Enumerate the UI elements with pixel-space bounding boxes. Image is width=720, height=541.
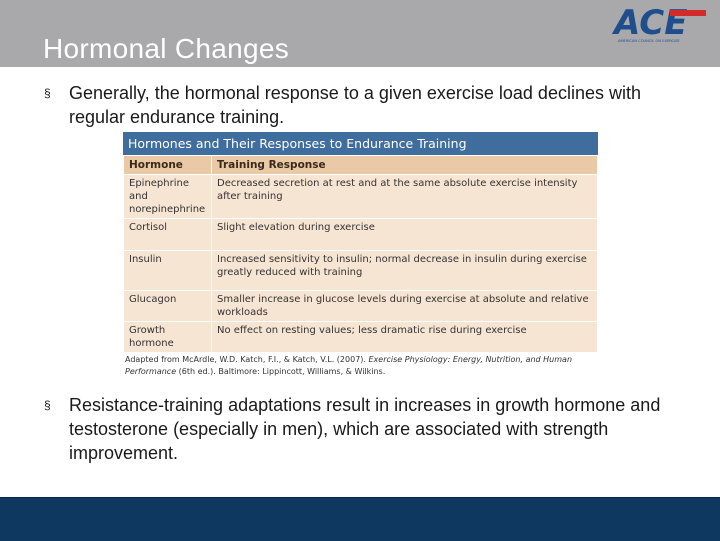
response-cell: No effect on resting values; less dramat… <box>211 321 598 353</box>
bullet-2: § Resistance-training adaptations result… <box>44 393 704 465</box>
hormone-cell: Insulin <box>123 250 212 291</box>
bullet-2-text: Resistance-training adaptations result i… <box>69 395 661 463</box>
table-caption: Adapted from McArdle, W.D. Katch, F.I., … <box>125 354 615 378</box>
bullet-marker: § <box>44 398 51 412</box>
hormone-cell: Growth hormone <box>123 321 212 353</box>
bullet-marker: § <box>44 86 51 100</box>
hormone-cell: Cortisol <box>123 218 212 251</box>
bullet-1-text: Generally, the hormonal response to a gi… <box>69 83 641 127</box>
logo-red-stripe <box>670 10 706 16</box>
response-cell: Slight elevation during exercise <box>211 218 598 251</box>
slide-header: Hormonal Changes ACE AMERICAN COUNCIL ON… <box>0 0 720 67</box>
table-row: Growth hormone No effect on resting valu… <box>123 321 598 353</box>
table-title: Hormones and Their Responses to Enduranc… <box>123 132 598 155</box>
caption-book-title: Exercise Physiology: Energy, Nutrition, … <box>125 355 573 376</box>
ace-logo: ACE AMERICAN COUNCIL ON EXERCISE <box>612 4 706 43</box>
table-header-row: Hormone Training Response <box>123 155 598 175</box>
table-row: Cortisol Slight elevation during exercis… <box>123 218 598 251</box>
hormone-cell: Epinephrine and norepinephrine <box>123 174 212 219</box>
caption-suffix: (6th ed.). Baltimore: Lippincott, Willia… <box>178 367 386 376</box>
hormone-table-figure: Hormones and Their Responses to Enduranc… <box>123 132 598 353</box>
response-cell: Decreased secretion at rest and at the s… <box>211 174 598 219</box>
ace-logo-text: ACE <box>612 4 687 43</box>
table-row: Insulin Increased sensitivity to insulin… <box>123 250 598 291</box>
bullet-1: § Generally, the hormonal response to a … <box>44 81 704 129</box>
response-cell: Increased sensitivity to insulin; normal… <box>211 250 598 291</box>
table-row: Glucagon Smaller increase in glucose lev… <box>123 290 598 322</box>
slide-footer-bar <box>0 497 720 541</box>
column-header-response: Training Response <box>211 155 598 175</box>
column-header-hormone: Hormone <box>123 155 212 175</box>
ace-logo-tagline: AMERICAN COUNCIL ON EXERCISE <box>618 39 680 43</box>
response-cell: Smaller increase in glucose levels durin… <box>211 290 598 322</box>
caption-prefix: Adapted from McArdle, W.D. Katch, F.I., … <box>125 355 366 364</box>
hormone-table: Hormone Training Response Epinephrine an… <box>123 155 598 353</box>
slide-title: Hormonal Changes <box>43 33 290 64</box>
hormone-cell: Glucagon <box>123 290 212 322</box>
table-row: Epinephrine and norepinephrine Decreased… <box>123 174 598 219</box>
